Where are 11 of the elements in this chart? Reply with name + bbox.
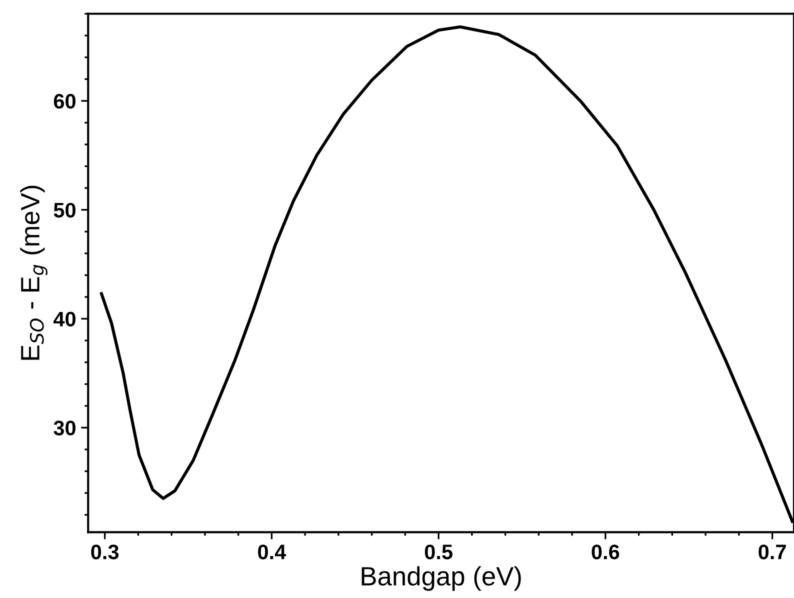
x-axis-title: Bandgap (eV) — [362, 566, 521, 591]
x-tick-label: 0.6 — [592, 544, 620, 560]
x-tick-label: 0.5 — [424, 544, 452, 560]
y-tick-label: 40 — [53, 312, 76, 326]
y-axis-title: E$_{SO}$ - E$_{g}$ (meV) — [20, 186, 48, 360]
x-tick-label: 0.3 — [91, 544, 119, 560]
x-tick-label: 0.7 — [758, 544, 786, 560]
x-tick-label: 0.4 — [258, 544, 286, 560]
y-tick-label: 50 — [54, 202, 76, 218]
y-tick-label: 30 — [54, 420, 76, 436]
y-tick-label: 60 — [54, 94, 76, 109]
